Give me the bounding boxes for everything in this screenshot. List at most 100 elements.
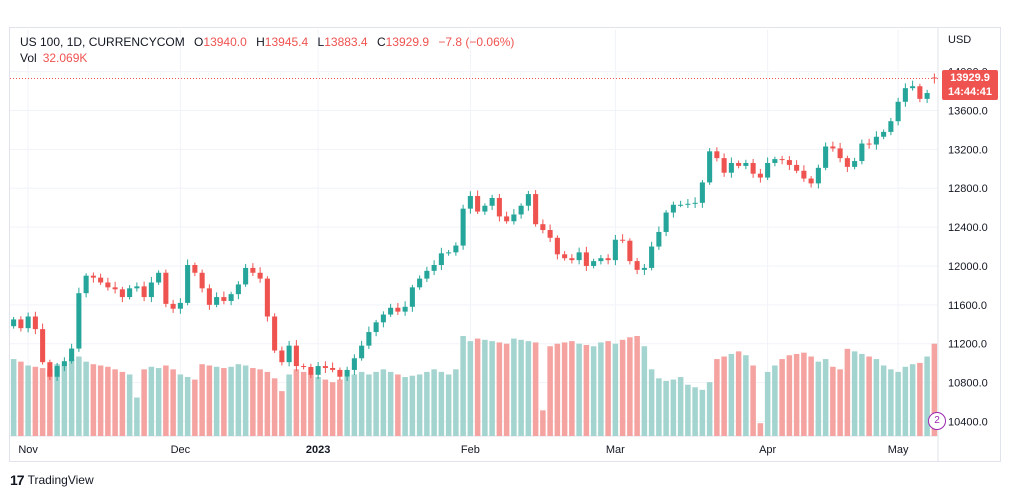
candle-body — [743, 162, 749, 166]
candle-body — [736, 162, 742, 166]
volume-bar — [888, 369, 894, 436]
candle-body — [330, 367, 336, 370]
candle-body — [627, 240, 633, 262]
volume-bar — [706, 382, 713, 436]
volume-bar — [634, 336, 640, 436]
volume-bar — [39, 368, 46, 436]
volume-bar — [474, 338, 481, 436]
volume-bar — [851, 351, 858, 436]
volume-bar — [264, 371, 271, 436]
volume-bar — [126, 374, 133, 436]
candle-body — [612, 239, 618, 261]
volume-bar — [177, 374, 184, 436]
candle-body — [511, 214, 517, 222]
volume-bar — [859, 353, 865, 436]
volume-bar — [163, 365, 169, 436]
volume-bar — [105, 366, 111, 436]
volume-label[interactable]: Vol — [20, 51, 37, 65]
candle-body — [322, 366, 328, 368]
volume-bar — [627, 337, 633, 436]
volume-bar — [242, 365, 249, 436]
candle-body — [257, 272, 263, 279]
volume-bar — [322, 379, 329, 436]
y-tick-label: 11200.0 — [948, 339, 987, 351]
volume-bar — [315, 377, 321, 436]
candle-body — [90, 275, 96, 278]
volume-bar — [757, 423, 764, 436]
candle-body — [692, 202, 698, 204]
candle-body — [685, 203, 691, 205]
candle-body — [562, 254, 568, 259]
candle-body — [105, 282, 111, 288]
volume-bar — [358, 371, 365, 436]
volume-bar — [445, 374, 452, 436]
volume-bar — [721, 356, 727, 436]
candle-body — [235, 284, 241, 295]
volume-bar — [76, 356, 82, 436]
candle-body — [583, 252, 589, 266]
volume-bar — [467, 341, 474, 436]
candle-body — [286, 345, 292, 363]
currency-label[interactable]: USD — [948, 34, 972, 46]
candle-body — [127, 288, 133, 298]
volume-bar — [764, 371, 771, 436]
volume-bar — [511, 338, 517, 436]
volume-bar — [235, 364, 242, 436]
brand-name[interactable]: TradingView — [27, 473, 94, 487]
open-label: O — [194, 35, 204, 49]
candle-body — [32, 316, 38, 330]
candle-body — [54, 366, 60, 377]
candle-body — [910, 86, 916, 89]
candle-body — [264, 278, 270, 317]
volume-value: 32.069K — [42, 51, 88, 65]
candle-body — [873, 136, 879, 145]
candle-body — [554, 237, 560, 255]
candle-body — [243, 267, 249, 285]
volume-marker-icon[interactable]: 2 — [928, 412, 946, 430]
candle-body — [670, 204, 676, 213]
low-label: L — [317, 35, 325, 49]
close-label: C — [376, 35, 386, 49]
candle-body — [40, 329, 46, 363]
volume-bar — [496, 342, 503, 436]
volume-bar — [141, 369, 147, 436]
volume-bar — [199, 364, 205, 436]
volume-bar — [431, 369, 437, 436]
candle-body — [388, 307, 394, 315]
volume-bar — [815, 361, 822, 436]
volume-legend: Vol 32.069K — [20, 51, 87, 65]
y-tick-label: 12400.0 — [948, 222, 988, 234]
volume-bar — [344, 377, 350, 436]
candle-body — [844, 158, 850, 167]
volume-bar — [569, 341, 575, 436]
candle-body — [366, 332, 372, 346]
volume-bar — [931, 343, 938, 436]
candle-body — [569, 258, 575, 261]
y-tick-label: 13200.0 — [948, 144, 988, 156]
candle-body — [786, 160, 792, 165]
candle-body — [192, 265, 198, 273]
last-price-value: 13929.9 — [950, 72, 990, 85]
volume-bar — [68, 359, 75, 436]
volume-bar — [83, 361, 89, 436]
symbol-label[interactable]: US 100, 1D, CURRENCYCOM — [20, 35, 185, 49]
tradingview-logo-icon[interactable]: 17 — [10, 472, 25, 488]
candle-body — [417, 278, 423, 288]
candle-body — [402, 306, 408, 312]
volume-bar — [699, 389, 706, 436]
volume-bar — [134, 397, 140, 436]
candle-body — [301, 366, 307, 368]
x-tick-label: Feb — [461, 444, 480, 456]
candle-body — [206, 288, 212, 305]
candle-body — [69, 348, 75, 362]
volume-bar — [735, 351, 742, 436]
volume-bar — [213, 366, 220, 436]
volume-bar — [837, 369, 843, 436]
volume-bar — [97, 365, 104, 436]
volume-bar — [554, 343, 561, 436]
candle-body — [815, 167, 821, 184]
candle-body — [134, 286, 140, 289]
volume-bar — [598, 342, 604, 436]
volume-bar — [184, 377, 191, 436]
